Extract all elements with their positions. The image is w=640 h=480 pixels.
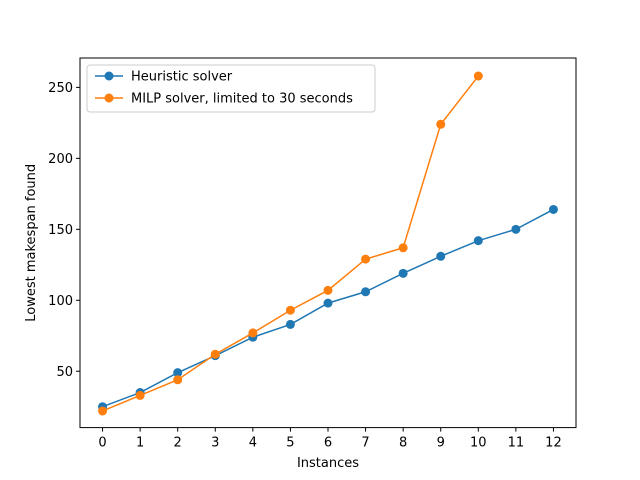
data-point [135,390,145,400]
data-point [173,375,183,385]
legend: Heuristic solver MILP solver, limited to … [86,64,376,113]
legend-marker [104,93,114,103]
legend-box [86,64,376,113]
data-point [361,287,371,297]
legend-label: Heuristic solver [131,70,233,85]
y-tick-label: 100 [48,294,73,309]
data-point [548,204,558,214]
y-tick-label: 250 [48,81,73,96]
x-tick-label: 6 [324,436,332,451]
data-point [285,305,295,315]
data-point [248,328,258,338]
x-tick-label: 7 [361,436,369,451]
x-tick-label: 2 [174,436,182,451]
x-tick-label: 10 [470,436,487,451]
x-tick-label: 9 [437,436,445,451]
legend-label: MILP solver, limited to 30 seconds [131,92,353,107]
plot-series [98,71,558,416]
data-point [473,71,483,81]
x-tick-label: 8 [399,436,407,451]
legend-item: Heuristic solver [95,70,233,85]
x-axis: 0 1 2 3 4 5 6 7 8 9 10 11 12 [98,427,562,451]
x-tick-label: 0 [98,436,106,451]
data-point [398,268,408,278]
data-point [436,119,446,129]
data-point [361,254,371,264]
x-tick-label: 1 [136,436,144,451]
data-point [398,243,408,253]
series-2 [98,71,483,416]
y-tick-label: 200 [48,152,73,167]
data-point [323,298,333,308]
x-tick-label: 11 [508,436,525,451]
x-tick-label: 3 [211,436,219,451]
y-tick-label: 50 [56,365,73,380]
y-tick-label: 150 [48,223,73,238]
data-point [98,406,108,416]
data-point [323,285,333,295]
data-point [173,368,183,378]
data-point [511,224,521,234]
data-point [473,236,483,246]
x-tick-label: 12 [545,436,562,451]
legend-marker [104,71,114,81]
x-tick-label: 4 [249,436,257,451]
y-axis-label: Lowest makespan found [24,164,39,322]
y-axis: 50 100 150 200 250 [48,81,80,380]
x-axis-label: Instances [297,456,359,471]
data-point [285,319,295,329]
x-tick-label: 5 [286,436,294,451]
data-point [436,251,446,261]
legend-item: MILP solver, limited to 30 seconds [95,92,353,107]
data-point [210,349,220,359]
